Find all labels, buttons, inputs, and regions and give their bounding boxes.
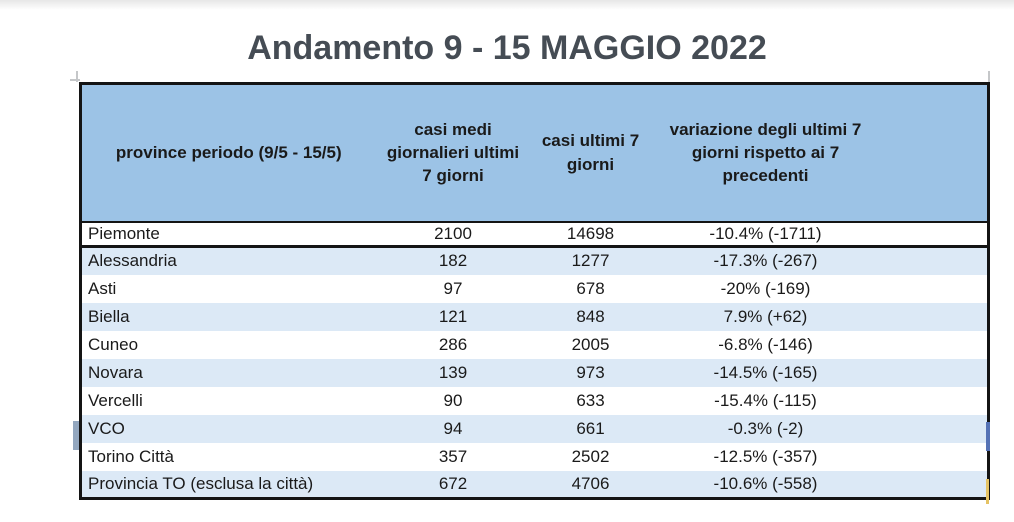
cell-last7: 848 — [576, 306, 605, 326]
cell-province: Biella — [88, 306, 130, 326]
edge-artifact-yellow — [986, 479, 989, 504]
table-header-row: province periodo (9/5 - 15/5) casi medi … — [80, 83, 989, 223]
cell-empty — [881, 443, 989, 471]
gridline-stub — [988, 71, 990, 82]
gridline-stub — [70, 79, 80, 81]
cell-last7: 973 — [576, 362, 605, 382]
cell-empty — [881, 303, 989, 331]
cell-variation: -0.3% (-2) — [727, 418, 804, 438]
cell-daily-avg: 182 — [438, 251, 468, 271]
cell-empty — [881, 387, 989, 415]
cell-province: Alessandria — [88, 251, 177, 271]
table-header: province periodo (9/5 - 15/5) casi medi … — [80, 83, 989, 223]
edge-artifact-gray — [73, 421, 79, 450]
cell-empty — [880, 221, 989, 248]
cell-daily-avg: 97 — [443, 278, 463, 298]
table-row-alessandria: Alessandria 182 1277 -17.3% (-267) — [80, 246, 989, 275]
cell-province: Asti — [88, 278, 117, 298]
column-header-empty — [880, 83, 989, 223]
screenshot-top-fade — [0, 0, 1014, 10]
cell-province: Vercelli — [88, 390, 143, 410]
table-row-piemonte: Piemonte 2100 14698 -10.4% (-1711) — [80, 221, 989, 248]
cell-empty — [881, 415, 989, 443]
cell-last7: 2502 — [571, 446, 610, 466]
cell-variation: -6.8% (-146) — [718, 334, 813, 354]
edge-artifact-blue — [986, 422, 990, 451]
cell-daily-avg: 357 — [438, 446, 468, 466]
cell-variation: -10.4% (-1711) — [650, 221, 881, 248]
cell-last7: 2005 — [571, 334, 610, 354]
cell-province: Provincia TO (esclusa la città) — [88, 473, 314, 493]
table-row-cuneo: Cuneo 286 2005 -6.8% (-146) — [80, 330, 989, 359]
table-row-provincia-to: Provincia TO (esclusa la città) 672 4706… — [80, 470, 989, 499]
cell-last7: 14698 — [530, 221, 651, 248]
cell-province: VCO — [88, 418, 125, 438]
cell-last7: 4706 — [571, 473, 610, 493]
column-header-province: province periodo (9/5 - 15/5) — [80, 83, 376, 223]
cell-daily-avg: 286 — [438, 334, 468, 354]
cell-last7: 1277 — [571, 251, 610, 271]
cell-daily-avg: 672 — [438, 473, 468, 493]
table-row-vercelli: Vercelli 90 633 -15.4% (-115) — [80, 386, 989, 415]
cell-province: Cuneo — [88, 334, 139, 354]
cell-province: Novara — [88, 362, 143, 382]
cell-daily-avg: 90 — [443, 390, 463, 410]
cell-empty — [881, 331, 989, 359]
cell-variation: -14.5% (-165) — [713, 362, 818, 382]
cell-variation: -15.4% (-115) — [714, 390, 817, 410]
column-header-variation: variazione degli ultimi 7 giorni rispett… — [650, 83, 881, 223]
cell-variation: -17.3% (-267) — [713, 251, 818, 271]
province-data-table: province periodo (9/5 - 15/5) casi medi … — [79, 82, 990, 500]
cell-last7: 633 — [576, 390, 605, 410]
gridline-stub — [76, 71, 78, 82]
cell-variation: 7.9% (+62) — [723, 306, 808, 326]
column-header-last7: casi ultimi 7 giorni — [530, 83, 651, 223]
cell-last7: 678 — [576, 278, 605, 298]
cell-variation: -10.6% (-558) — [713, 473, 818, 493]
table-row-asti: Asti 97 678 -20% (-169) — [80, 274, 989, 303]
cell-daily-avg: 121 — [438, 306, 468, 326]
column-header-daily-avg: casi medi giornalieri ultimi 7 giorni — [375, 83, 531, 223]
table-row-vco: VCO 94 661 -0.3% (-2) — [80, 414, 989, 443]
cell-variation: -20% (-169) — [720, 278, 811, 298]
cell-daily-avg: 139 — [438, 362, 468, 382]
cell-daily-avg: 2100 — [375, 221, 531, 248]
cell-empty — [881, 359, 989, 387]
cell-last7: 661 — [576, 418, 605, 438]
table-row-biella: Biella 121 848 7.9% (+62) — [80, 302, 989, 331]
cell-empty — [881, 471, 989, 499]
cell-province: Torino Città — [88, 446, 174, 466]
table-row-torino-citta: Torino Città 357 2502 -12.5% (-357) — [80, 442, 989, 471]
cell-province: Piemonte — [80, 221, 376, 248]
cell-daily-avg: 94 — [443, 418, 463, 438]
page-title: Andamento 9 - 15 MAGGIO 2022 — [247, 28, 767, 67]
cell-empty — [881, 275, 989, 303]
cell-empty — [881, 247, 989, 275]
cell-variation: -12.5% (-357) — [713, 446, 818, 466]
table-row-novara: Novara 139 973 -14.5% (-165) — [80, 358, 989, 387]
